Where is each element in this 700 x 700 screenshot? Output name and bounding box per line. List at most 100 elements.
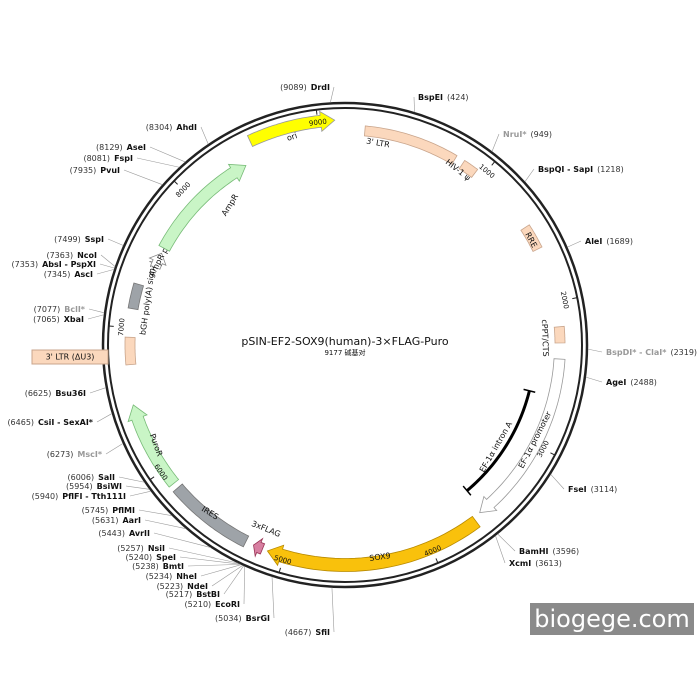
enzyme-label: (6273) MscI* [47,450,103,459]
enzyme-connector [123,169,163,185]
enzyme-connector [96,413,113,423]
tick-mark [572,297,578,300]
feature [124,336,137,366]
enzyme-connector [413,96,415,113]
enzyme-connector [491,133,500,152]
enzyme-name: AarI [122,516,141,525]
enzyme-position: (6273) [47,450,74,459]
enzyme-name: BsiWI [97,482,122,491]
enzyme-label: (5443) AvrII [98,529,150,538]
enzyme-label: (5240) SpeI [126,553,177,562]
tick-mark [491,161,496,166]
enzyme-label: (5234) NheI [146,572,197,581]
enzyme-label: (7077) BclI* [34,305,86,314]
enzyme-name: FseI [568,485,587,494]
enzyme-connector [107,238,124,246]
enzyme-name: BspEI [418,93,443,102]
tick-mark [149,476,155,481]
enzyme-name: PflFI - Tth111I [62,492,126,501]
enzyme-position: (5034) [215,614,242,623]
enzyme-position: (3596) [553,547,580,556]
enzyme-name: DrdI [311,83,330,92]
feature [520,224,543,253]
enzyme-position: (6625) [25,389,52,398]
feature [127,404,180,488]
enzyme-name: AgeI [606,378,626,387]
enzyme-name: AvrII [129,529,150,538]
enzyme-label: (7363) NcoI [46,251,97,260]
enzyme-name: BsrGI [246,614,270,623]
enzyme-label: (4667) SfiI [285,628,330,637]
feature [148,252,167,270]
enzyme-label: (7353) AbsI - PspXI [11,260,96,269]
enzyme-position: (5631) [92,516,119,525]
enzyme-label: (5745) PflMI [82,506,135,515]
enzyme-connector [587,348,603,353]
enzyme-position: (5940) [32,492,59,501]
enzyme-name: SpeI [156,553,176,562]
enzyme-connector [88,308,105,314]
enzyme-position: (5954) [66,482,93,491]
enzyme-connector [153,532,211,548]
feature [553,325,566,344]
feature-end [523,388,536,393]
watermark-box [530,603,694,635]
backbone-outer [101,101,589,589]
enzyme-position: (5238) [132,562,159,571]
enzyme-connector [138,509,173,517]
enzyme-connector [144,519,186,529]
enzyme-label: (5210) EcoRI [185,600,240,609]
enzyme-name: AseI [127,143,146,152]
enzyme-connector [100,254,116,267]
enzyme-label: (5257) NsiI [117,544,165,553]
subtitle: 9177 碱基对 [324,348,365,357]
title: pSIN-EF2-SOX9(human)-3×FLAG-Puro [241,335,448,348]
enzyme-connector [89,387,106,394]
enzyme-connector [243,566,245,605]
enzyme-name: BmtI [163,562,184,571]
enzyme-label: (6465) CsiI - SexAI* [7,418,93,427]
enzyme-label: (7065) XbaI [33,315,84,324]
enzyme-connector [187,564,241,567]
enzyme-position: (5240) [126,553,153,562]
feature [363,125,458,165]
feature-label: 3' LTR (ΔU3) [46,353,95,362]
enzyme-position: (3613) [535,559,562,568]
enzyme-position: (2488) [630,378,657,387]
enzyme-connector [136,157,180,168]
feature-label: AmpR [220,192,241,217]
enzyme-connector [149,146,186,163]
enzyme-position: (3114) [591,485,618,494]
enzyme-label: (6006) SalI [68,473,116,482]
enzyme-label: (5954) BsiWI [66,482,122,491]
enzyme-position: (7345) [44,270,71,279]
enzyme-name: EcoRI [215,600,240,609]
enzyme-name: NruI* [503,130,527,139]
enzyme-position: (4667) [285,628,312,637]
feature [158,163,247,252]
enzyme-label: BspQI - SapI (1218) [538,165,624,174]
enzyme-connector [550,474,565,490]
enzyme-position: (7935) [70,166,97,175]
enzyme-connector [96,269,115,275]
enzyme-label: (7935) PvuI [70,166,120,175]
feature-label: SOX9 [369,551,391,563]
enzyme-position: (5217) [166,590,193,599]
enzyme-label: (5238) BmtI [132,562,184,571]
enzyme-connector [223,565,244,595]
feature-label: EF-1α intron A [478,420,515,474]
enzyme-position: (7363) [46,251,73,260]
enzyme-position: (7065) [33,315,60,324]
enzyme-position: (9089) [280,83,307,92]
enzyme-connector [524,168,535,182]
enzyme-position: (5234) [146,572,173,581]
enzyme-name: BstBI [196,590,220,599]
enzyme-label: NruI* (949) [503,130,552,139]
enzyme-connector [211,565,243,587]
enzyme-name: BamHI [519,547,549,556]
enzyme-label: XcmI (3613) [509,559,562,568]
enzyme-label: AleI (1689) [585,237,633,246]
feature [266,515,481,572]
enzyme-label: (5940) PflFI - Tth111I [32,492,126,501]
enzyme-connector [495,535,506,564]
